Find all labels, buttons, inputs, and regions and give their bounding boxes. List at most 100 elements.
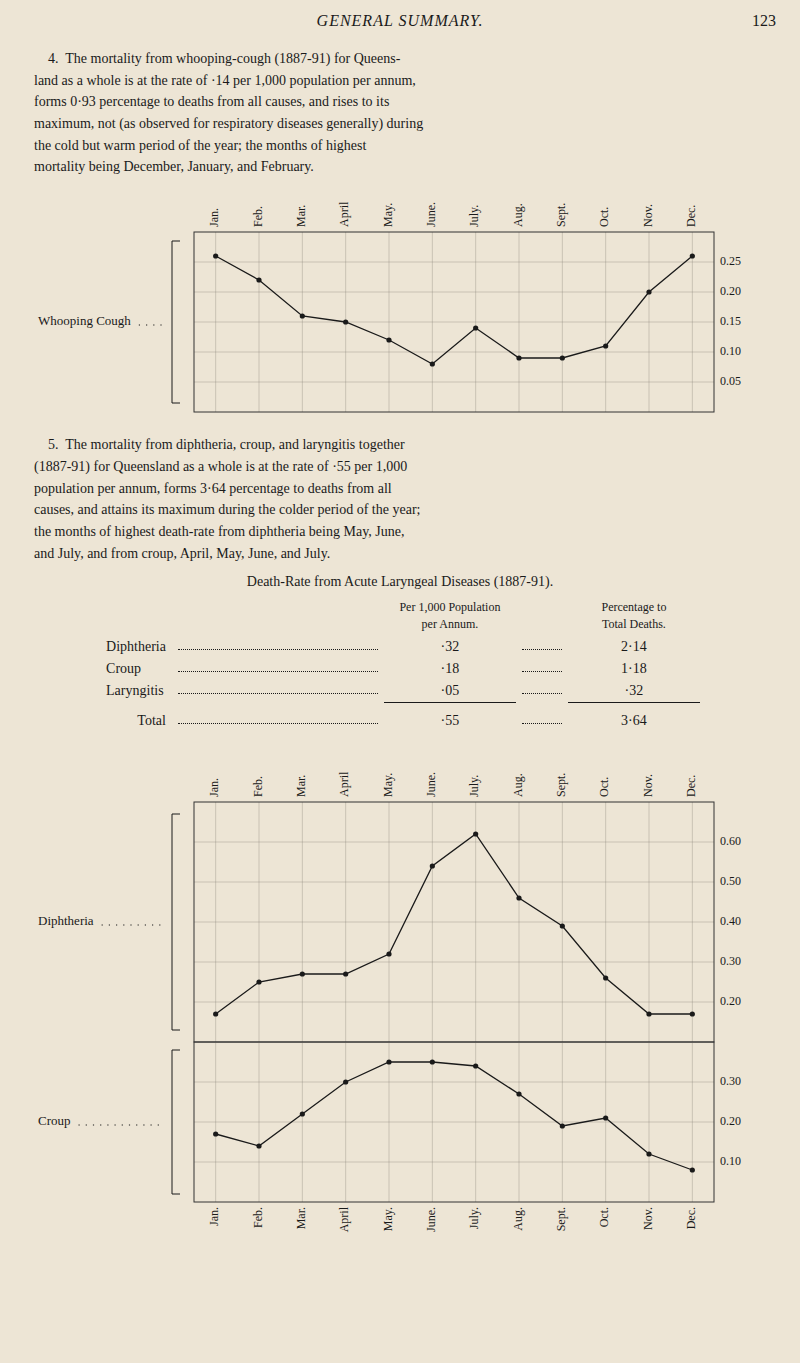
series-marker: [516, 356, 521, 361]
grid-line: [194, 1161, 714, 1162]
grid-line: [194, 961, 714, 962]
series-marker: [300, 314, 305, 319]
y-tick-label: 0.05: [720, 374, 741, 388]
chart: 0.050.100.150.200.25Jan.Feb.Mar.AprilMay…: [24, 188, 776, 420]
table: Per 1,000 Populationper Annum.Percentage…: [100, 596, 700, 732]
table-title: Death-Rate from Acute Laryngeal Diseases…: [24, 574, 776, 590]
grid-line: [194, 292, 714, 293]
x-tick-label: Oct.: [597, 1207, 611, 1227]
y-tick-label: 0.20: [720, 994, 741, 1008]
table-value: ·32: [384, 636, 516, 658]
page-title: GENERAL SUMMARY.: [24, 12, 776, 30]
series-marker: [516, 1091, 521, 1096]
table-cell: [516, 658, 568, 680]
table-row-label: Croup: [100, 658, 172, 680]
x-tick-label: Feb.: [251, 776, 265, 797]
table-row: Laryngitis·05·32: [100, 680, 700, 703]
paragraph: 5. The mortality from diphtheria, croup,…: [34, 434, 776, 564]
leader: [522, 649, 562, 650]
table-value: ·18: [384, 658, 516, 680]
page-header: GENERAL SUMMARY.123: [24, 12, 776, 42]
data: [213, 831, 695, 1016]
x-tick-label: May.: [381, 203, 395, 227]
leader: [102, 924, 162, 925]
x-tick-label: Mar.: [294, 205, 308, 227]
x-tick-label: Jan.: [207, 1207, 221, 1226]
series-marker: [560, 356, 565, 361]
table-header-line: per Annum.: [390, 616, 510, 633]
series-marker: [603, 344, 608, 349]
table-cell: [516, 702, 568, 732]
series-marker: [690, 1011, 695, 1016]
y-tick-label: 0.10: [720, 1154, 741, 1168]
table-row: Diphtheria·322·14: [100, 636, 700, 658]
plot-frame: [194, 802, 714, 1042]
leader: [178, 693, 378, 694]
series-marker: [213, 1131, 218, 1136]
table-header: Percentage toTotal Deaths.: [568, 596, 700, 636]
series-marker: [430, 863, 435, 868]
x-tick-label: May.: [381, 773, 395, 797]
series-marker: [560, 923, 565, 928]
grid: [194, 1042, 714, 1202]
table-cell: [172, 658, 384, 680]
grid-line: [194, 881, 714, 882]
x-tick-label: Jan.: [207, 778, 221, 797]
series-marker: [343, 320, 348, 325]
bracket: [172, 1050, 180, 1194]
series-marker: [256, 1143, 261, 1148]
series-marker: [343, 971, 348, 976]
table-cell: [172, 702, 384, 732]
grid-line: [194, 841, 714, 842]
x-tick-label: July.: [467, 1207, 481, 1229]
grid: [194, 802, 714, 1042]
x-tick-label: July.: [467, 775, 481, 797]
x-tick-label: June.: [424, 772, 438, 797]
table-row: Total·553·64: [100, 702, 700, 732]
table-value: 1·18: [568, 658, 700, 680]
x-tick-label: Dec.: [684, 205, 698, 227]
series-marker: [213, 1011, 218, 1016]
x-tick-label: Aug.: [511, 773, 525, 797]
bracket: [172, 241, 180, 403]
series-marker: [603, 975, 608, 980]
series-marker: [516, 895, 521, 900]
paragraph: 4. The mortality from whooping-cough (18…: [34, 48, 776, 178]
y-tick-label: 0.30: [720, 954, 741, 968]
plot-frame: [194, 1042, 714, 1202]
x-tick-label: Mar.: [294, 1207, 308, 1229]
data: [213, 254, 695, 367]
leader: [79, 1124, 163, 1125]
series-marker: [690, 1167, 695, 1172]
series-marker: [646, 1151, 651, 1156]
leader: [178, 723, 378, 724]
grid-line: [194, 382, 714, 383]
series-marker: [646, 290, 651, 295]
bracket: [172, 814, 180, 1030]
series-line: [216, 834, 693, 1014]
series-marker: [560, 1123, 565, 1128]
grid-line: [194, 352, 714, 353]
table-header-row: Per 1,000 Populationper Annum.Percentage…: [100, 596, 700, 636]
x-tick-label: July.: [467, 205, 481, 227]
x-tick-label: Aug.: [511, 1207, 525, 1231]
series-label: Croup: [38, 1113, 71, 1128]
x-tick-label: Aug.: [511, 203, 525, 227]
x-tick-label: Nov.: [641, 774, 655, 797]
grid-line: [194, 1001, 714, 1002]
chart-panel: 0.100.200.30Jan.Feb.Mar.AprilMay.June.Ju…: [38, 1042, 741, 1232]
series-marker: [430, 362, 435, 367]
plot-frame: [194, 232, 714, 412]
y-tick-label: 0.40: [720, 914, 741, 928]
y-tick-label: 0.25: [720, 254, 741, 268]
series-line: [216, 256, 693, 364]
series-marker: [430, 1059, 435, 1064]
x-tick-label: Feb.: [251, 1207, 265, 1228]
series-marker: [473, 326, 478, 331]
x-tick-label: Nov.: [641, 204, 655, 227]
chart-panel: 0.050.100.150.200.25Jan.Feb.Mar.AprilMay…: [38, 201, 741, 412]
y-tick-label: 0.15: [720, 314, 741, 328]
series-marker: [603, 1115, 608, 1120]
data: [213, 1059, 695, 1172]
grid-line: [194, 1081, 714, 1082]
